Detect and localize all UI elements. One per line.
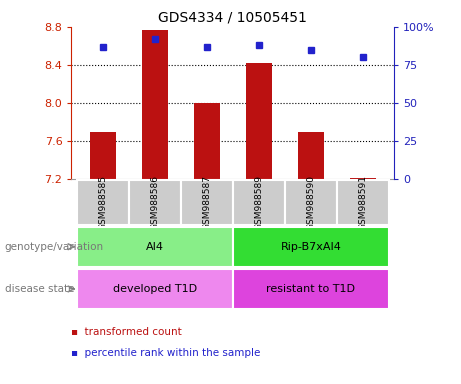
Bar bbox=[77, 227, 233, 267]
Text: GSM988589: GSM988589 bbox=[254, 175, 263, 230]
Bar bbox=[233, 269, 389, 309]
Bar bbox=[90, 132, 116, 179]
Text: developed T1D: developed T1D bbox=[112, 284, 197, 294]
Bar bbox=[194, 103, 220, 179]
Bar bbox=[337, 180, 389, 225]
Bar bbox=[233, 227, 389, 267]
Bar bbox=[181, 180, 233, 225]
Text: GSM988586: GSM988586 bbox=[150, 175, 159, 230]
Text: resistant to T1D: resistant to T1D bbox=[266, 284, 355, 294]
Text: genotype/variation: genotype/variation bbox=[5, 242, 104, 252]
Bar bbox=[285, 180, 337, 225]
Text: GSM988585: GSM988585 bbox=[98, 175, 107, 230]
Text: disease state: disease state bbox=[5, 284, 74, 294]
Text: AI4: AI4 bbox=[146, 242, 164, 252]
Bar bbox=[233, 180, 285, 225]
Text: GSM988587: GSM988587 bbox=[202, 175, 211, 230]
Text: GSM988590: GSM988590 bbox=[307, 175, 315, 230]
Text: Rip-B7xAI4: Rip-B7xAI4 bbox=[280, 242, 341, 252]
Bar bbox=[129, 180, 181, 225]
Text: GSM988591: GSM988591 bbox=[358, 175, 367, 230]
Bar bbox=[298, 132, 324, 179]
Bar bbox=[246, 63, 272, 179]
Bar bbox=[77, 269, 233, 309]
Title: GDS4334 / 10505451: GDS4334 / 10505451 bbox=[159, 10, 307, 24]
Bar bbox=[77, 180, 129, 225]
Bar bbox=[350, 178, 376, 179]
Text: ▪  transformed count: ▪ transformed count bbox=[71, 327, 182, 337]
Bar bbox=[142, 30, 168, 179]
Text: ▪  percentile rank within the sample: ▪ percentile rank within the sample bbox=[71, 348, 261, 358]
